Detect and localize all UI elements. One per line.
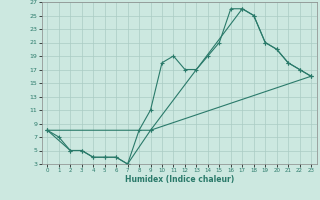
X-axis label: Humidex (Indice chaleur): Humidex (Indice chaleur)	[124, 175, 234, 184]
